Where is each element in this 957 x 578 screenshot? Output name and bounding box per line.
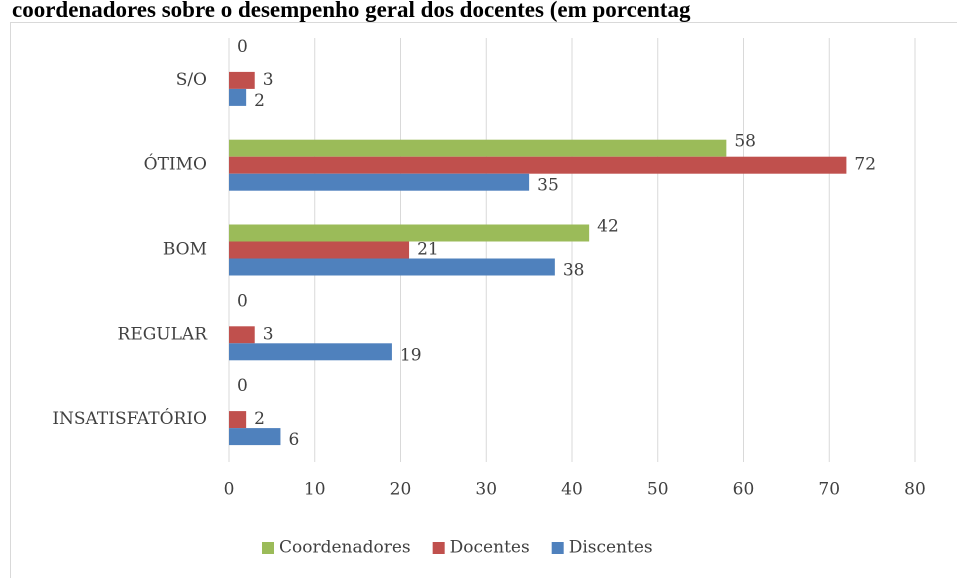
data-label: 58 [734,132,756,152]
x-tick-label: 40 [561,480,583,500]
bar [229,241,410,259]
data-label: 72 [854,155,876,175]
x-tick-label: 20 [390,480,412,500]
data-label: 6 [288,430,299,450]
chart-border [10,22,957,578]
bar [229,428,281,446]
legend-label: Discentes [569,538,653,558]
x-tick-label: 70 [818,480,840,500]
x-tick-label: 30 [475,480,497,500]
y-tick-label: BOM [163,240,207,260]
data-label: 35 [537,176,559,196]
y-tick-label: ÓTIMO [144,154,207,175]
legend-swatch [262,542,274,554]
data-label: 38 [563,261,585,281]
bar [229,326,255,344]
data-label: 0 [237,37,248,57]
data-label: 0 [237,291,248,311]
y-tick-label: REGULAR [118,324,209,344]
bar [229,173,530,191]
chart-title: coordenadores sobre o desempenho geral d… [12,0,691,22]
x-tick-label: 0 [224,480,235,500]
bar [229,224,590,242]
bar [229,411,247,429]
legend-swatch [551,542,564,554]
legend-label: Coordenadores [279,538,411,558]
data-label: 3 [263,70,274,90]
data-label: 21 [417,240,439,260]
bar [229,71,255,89]
x-tick-label: 10 [304,480,326,500]
y-tick-label: S/O [176,70,207,90]
bar [229,139,727,157]
bar [229,156,847,174]
data-label: 19 [400,345,422,365]
x-tick-label: 50 [647,480,669,500]
y-tick-label: INSATISFATÓRIO [52,408,207,429]
bar [229,343,392,361]
bar [229,88,247,106]
legend-label: Docentes [450,538,530,558]
data-label: 3 [263,324,274,344]
data-label: 0 [237,376,248,396]
legend-swatch [432,542,445,554]
data-label: 2 [254,91,265,111]
x-tick-label: 60 [733,480,755,500]
data-label: 42 [597,217,619,237]
bar [229,258,555,276]
x-tick-label: 80 [904,480,926,500]
data-label: 2 [254,409,265,429]
